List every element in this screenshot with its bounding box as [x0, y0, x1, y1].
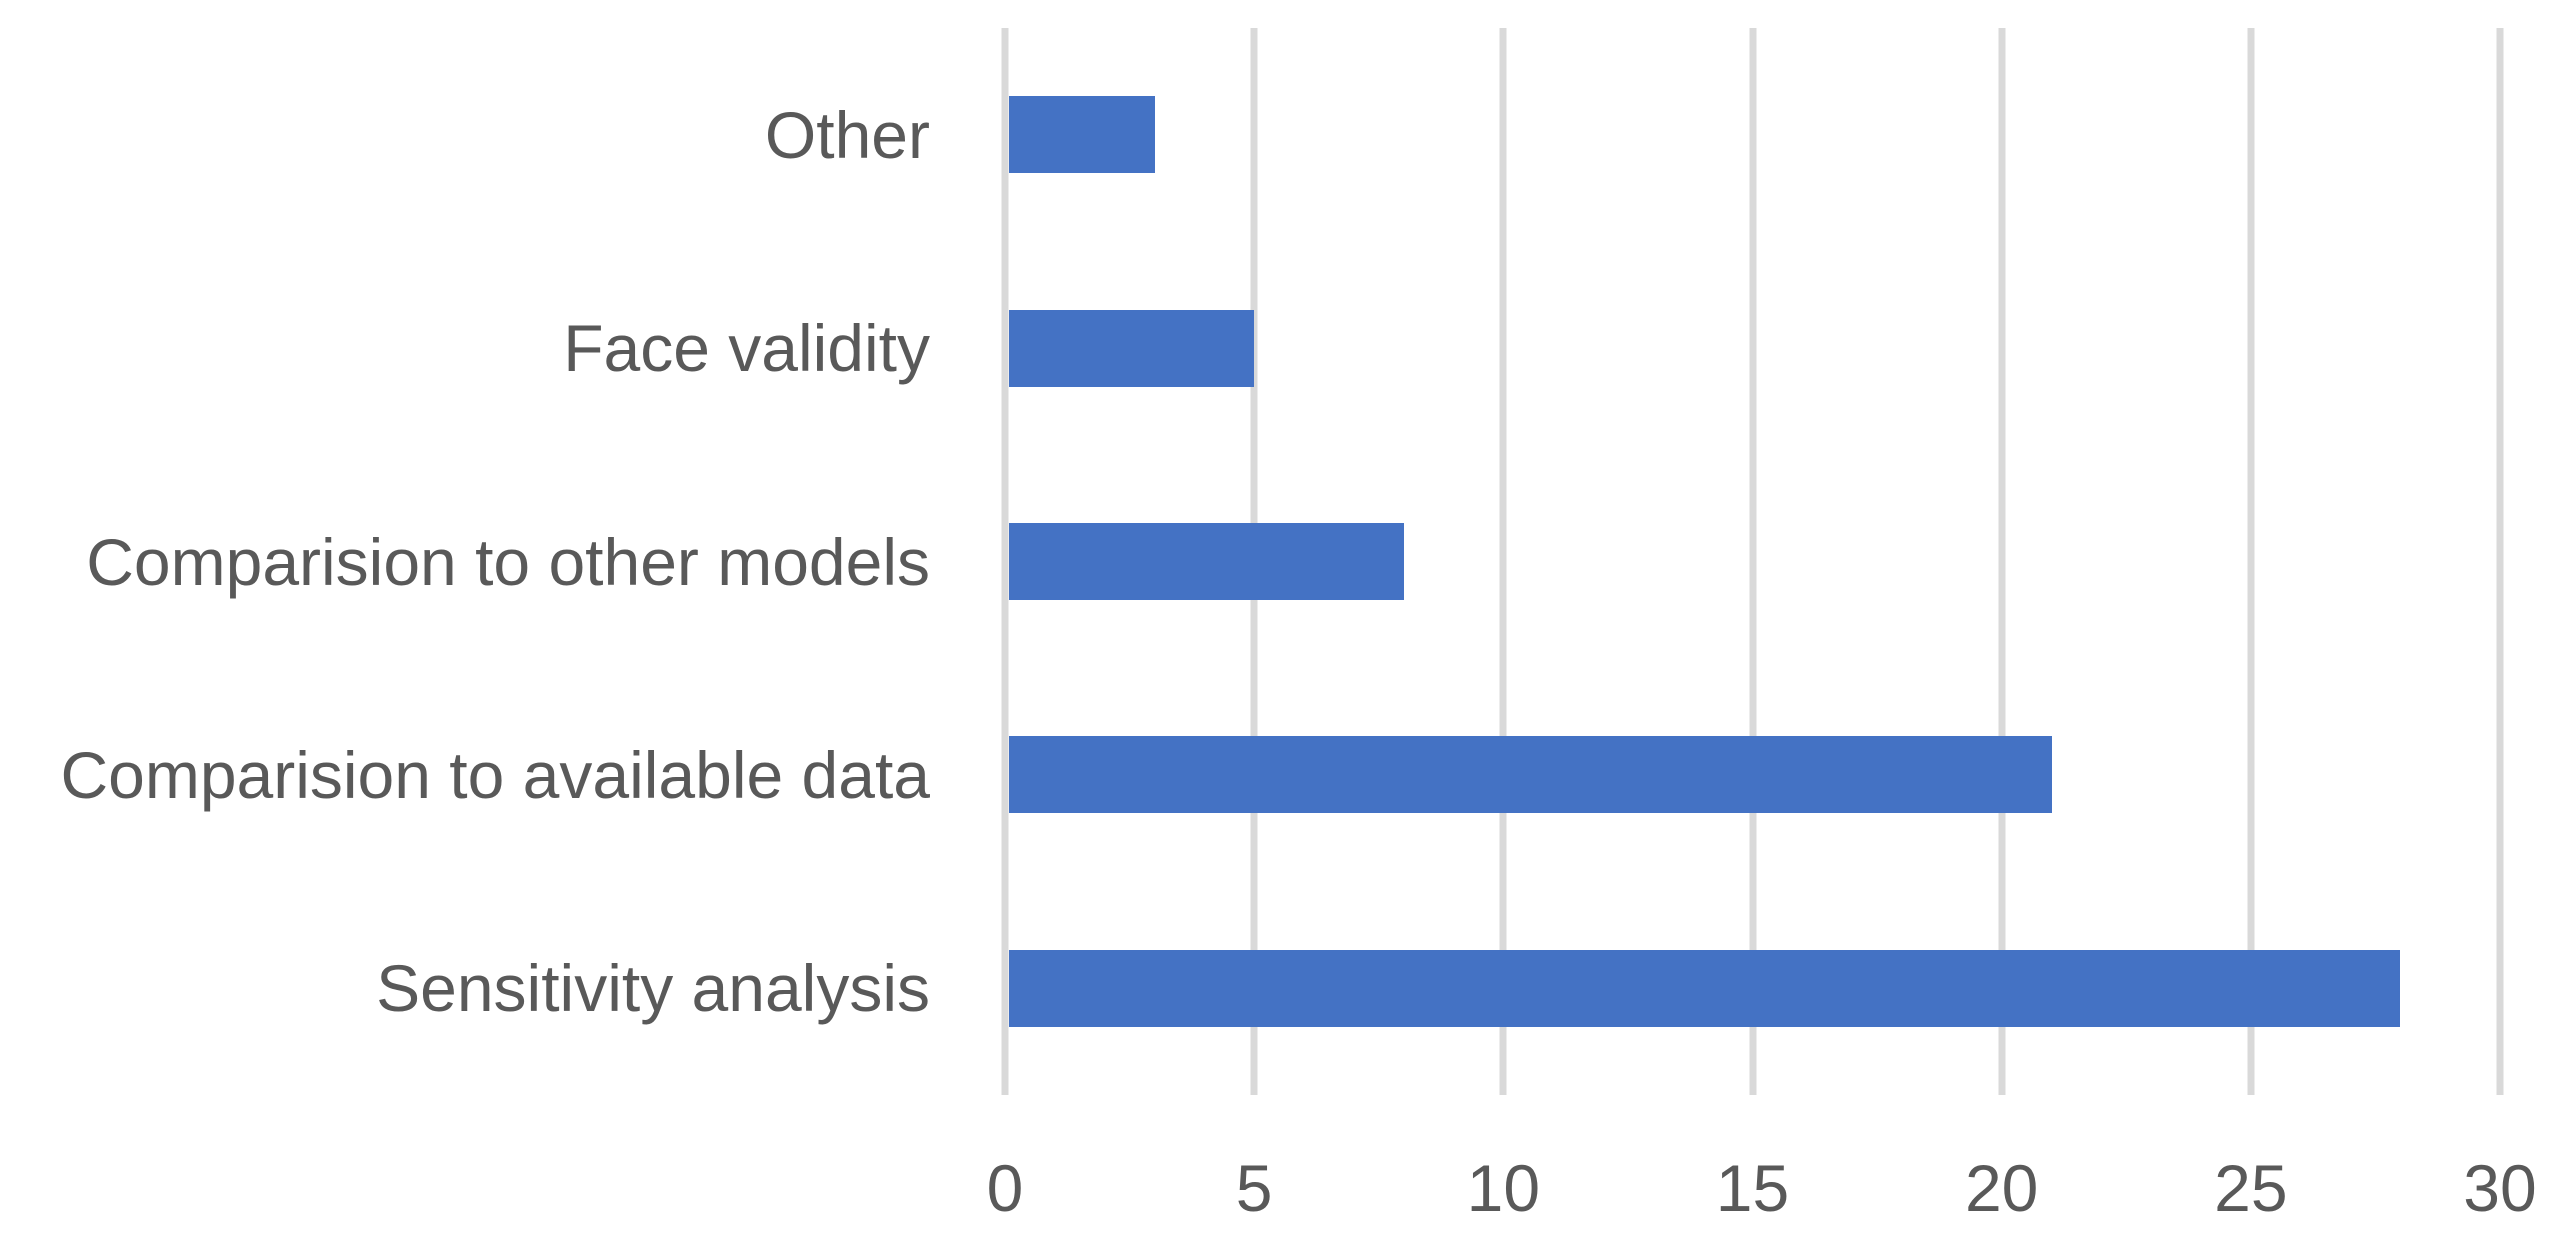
gridline-x-25	[2247, 28, 2255, 1095]
category-label: Face validity	[563, 311, 930, 386]
gridline-x-30	[2496, 28, 2504, 1095]
x-tick-label-0: 0	[986, 1151, 1024, 1225]
category-label: Other	[764, 97, 930, 172]
bar-row	[1005, 28, 2500, 241]
plot-area	[1001, 28, 2504, 1095]
bar-row	[1005, 455, 2500, 668]
x-tick-label-5: 5	[1235, 1151, 1273, 1225]
bar-comparision-to-other-models	[1009, 522, 1404, 600]
value-axis: 0 5 10 15 20 25 30	[987, 1095, 2537, 1235]
bar-row	[1005, 882, 2500, 1095]
bar-sensitivity-analysis	[1009, 949, 2401, 1027]
gridline-x-15	[1749, 28, 1756, 1095]
bar-comparision-to-available-data	[1009, 736, 2052, 814]
x-tick-label-20: 20	[1964, 1151, 2039, 1225]
gridline-x-20	[1998, 28, 2006, 1095]
x-tick-label-30: 30	[2463, 1151, 2537, 1225]
x-tick-label-10: 10	[1466, 1151, 1541, 1225]
x-tick-label-15: 15	[1715, 1151, 1790, 1225]
gridline-x-10	[1499, 28, 1507, 1095]
gridline-x-0	[1001, 28, 1009, 1095]
bar-face-validity	[1009, 309, 1255, 387]
bar-other	[1009, 96, 1155, 174]
x-tick-label-25: 25	[2214, 1151, 2288, 1225]
category-label: Comparision to other models	[86, 524, 930, 599]
category-axis: Other Face validity Comparision to other m…	[0, 28, 930, 1095]
bar-row	[1005, 668, 2500, 881]
bar-row	[1005, 241, 2500, 454]
category-label: Comparision to available data	[60, 737, 930, 812]
category-label: Sensitivity analysis	[376, 951, 930, 1026]
